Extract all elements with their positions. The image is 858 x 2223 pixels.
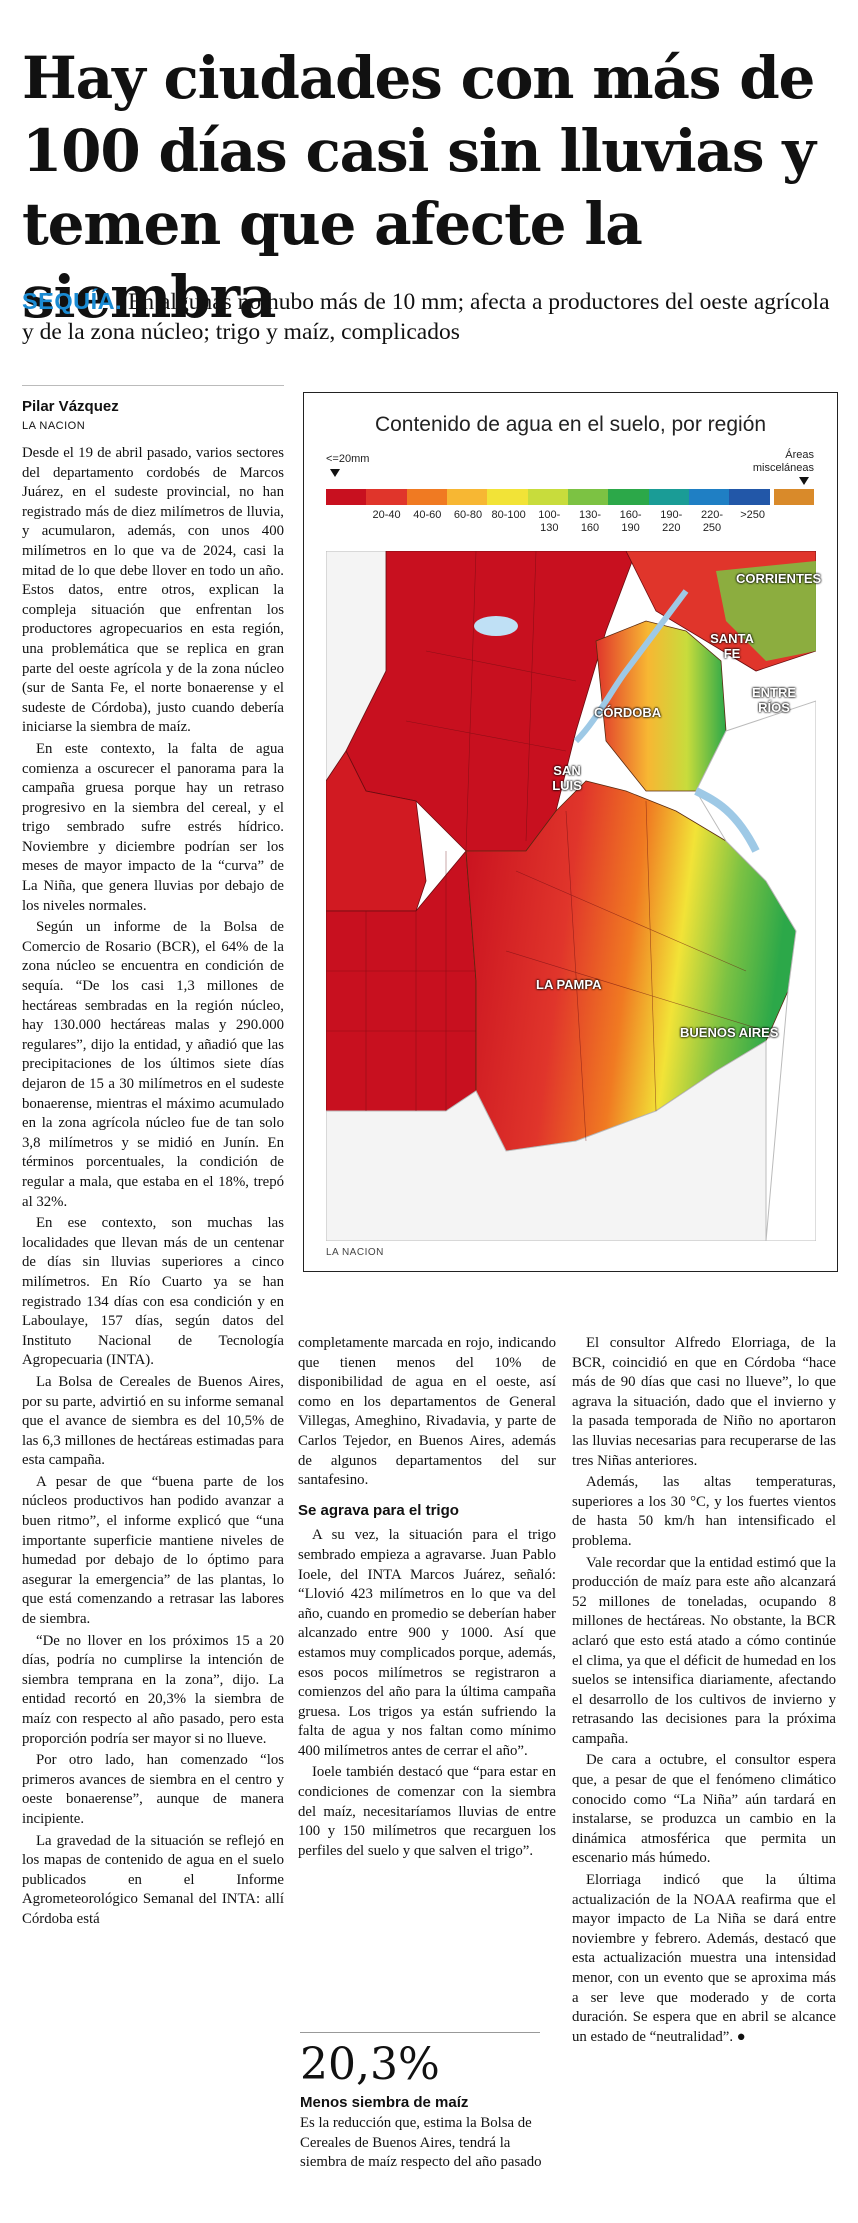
legend-range-label: 40-60 bbox=[413, 509, 442, 521]
deck-text: En algunas no hubo más de 10 mm; afecta … bbox=[22, 289, 830, 345]
column-1: Desde el 19 de abril pasado, varios sect… bbox=[22, 444, 284, 1932]
paragraph: Según un informe de la Bolsa de Comercio… bbox=[22, 919, 284, 1210]
legend-swatch bbox=[527, 489, 568, 505]
soil-water-map bbox=[326, 551, 816, 1241]
paragraph: Desde el 19 de abril pasado, varios sect… bbox=[22, 445, 284, 736]
paragraph: Elorriaga indicó que la última actualiza… bbox=[572, 1872, 836, 2045]
headline: Hay ciudades con más de 100 días casi si… bbox=[22, 44, 816, 331]
legend-swatch bbox=[326, 489, 367, 505]
legend-left-arrow bbox=[330, 469, 340, 477]
subhead: Se agrava para el trigo bbox=[298, 1501, 459, 1519]
pullquote-text: Es la reducción que, estima la Bolsa de … bbox=[300, 2115, 542, 2171]
paragraph: De cara a octubre, el consultor espera q… bbox=[572, 1752, 836, 1867]
deck-kicker: SEQUÍA. bbox=[22, 288, 123, 314]
legend-swatch bbox=[487, 489, 528, 505]
legend-left-label: <=20mm bbox=[326, 453, 370, 465]
legend-range-labels: 20-40 40-60 60-80 80-100 100-130 130-160… bbox=[326, 509, 814, 539]
paragraph: La gravedad de la situación se reflejó e… bbox=[22, 1832, 284, 1927]
legend-range-label: 20-40 bbox=[372, 509, 401, 521]
legend-right-arrow bbox=[799, 477, 809, 485]
soil-water-figure: Contenido de agua en el suelo, por regió… bbox=[303, 392, 838, 1272]
map-label-buenos-aires: BUENOS AIRES bbox=[680, 1025, 779, 1040]
legend-color-bar bbox=[326, 489, 814, 505]
legend-swatch bbox=[773, 489, 814, 505]
legend-swatch bbox=[688, 489, 730, 505]
legend-swatch bbox=[406, 489, 447, 505]
map-label-santa-fe: SANTA FE bbox=[710, 631, 754, 661]
paragraph: Vale recordar que la entidad estimó que … bbox=[572, 1554, 836, 1747]
pullquote-title: Menos siembra de maíz bbox=[300, 2094, 469, 2111]
map-label-san-luis: SAN LUIS bbox=[552, 763, 582, 793]
pullquote-value: 20,3% bbox=[300, 2039, 440, 2090]
paragraph: En ese contexto, son muchas las localida… bbox=[22, 1215, 284, 1369]
legend-swatch bbox=[729, 489, 770, 505]
column-2: completamente marcada en rojo, indicando… bbox=[298, 1334, 556, 1863]
paragraph: Ioele también destacó que “para estar en… bbox=[298, 1764, 556, 1859]
paragraph: “De no llover en los próximos 15 a 20 dí… bbox=[22, 1632, 284, 1747]
map-label-entre-rios: ENTRE RÍOS bbox=[751, 685, 797, 715]
legend-range-label: 190-220 bbox=[660, 509, 683, 534]
legend-swatch bbox=[446, 489, 488, 505]
paragraph: En este contexto, la falta de agua comie… bbox=[22, 740, 284, 914]
map-label-corrientes: CORRIENTES bbox=[736, 571, 822, 586]
pullquote-rule bbox=[300, 2032, 540, 2033]
column-3: El consultor Alfredo Elorriaga, de la BC… bbox=[572, 1334, 836, 2049]
legend-swatch bbox=[608, 489, 649, 505]
map-label-la-pampa: LA PAMPA bbox=[536, 977, 602, 992]
legend-range-label: 160-190 bbox=[619, 509, 642, 534]
figure-credit: LA NACION bbox=[326, 1247, 384, 1258]
legend-range-label: 60-80 bbox=[453, 509, 483, 521]
byline-rule bbox=[22, 385, 284, 386]
paragraph: Además, las altas temperaturas, superior… bbox=[572, 1474, 836, 1549]
legend-swatch bbox=[366, 489, 407, 505]
legend-range-label: >250 bbox=[740, 509, 765, 521]
paragraph: A pesar de que “buena parte de los núcle… bbox=[22, 1473, 284, 1628]
paragraph: completamente marcada en rojo, indicando… bbox=[298, 1335, 556, 1489]
legend-swatch bbox=[567, 489, 609, 505]
paragraph: Por otro lado, han comenzado “los primer… bbox=[22, 1752, 284, 1827]
map-label-cordoba: CÓRDOBA bbox=[594, 705, 662, 720]
byline-outlet: LA NACION bbox=[22, 420, 86, 432]
legend-range-label: 100-130 bbox=[538, 509, 561, 534]
legend-range-label: 220-250 bbox=[700, 509, 724, 534]
figure-title: Contenido de agua en el suelo, por regió… bbox=[374, 413, 767, 436]
paragraph: A su vez, la situación para el trigo sem… bbox=[298, 1527, 556, 1759]
legend-swatch bbox=[648, 489, 689, 505]
deck: SEQUÍA. En algunas no hubo más de 10 mm;… bbox=[22, 286, 842, 347]
paragraph: La Bolsa de Cereales de Buenos Aires, po… bbox=[22, 1373, 284, 1469]
byline-author: Pilar Vázquez bbox=[22, 398, 119, 415]
legend-right-label: Áreas misceláneas bbox=[752, 449, 814, 474]
legend-range-label: 80-100 bbox=[491, 509, 526, 521]
paragraph: El consultor Alfredo Elorriaga, de la BC… bbox=[572, 1335, 836, 1469]
legend-range-label: 130-160 bbox=[578, 509, 602, 534]
